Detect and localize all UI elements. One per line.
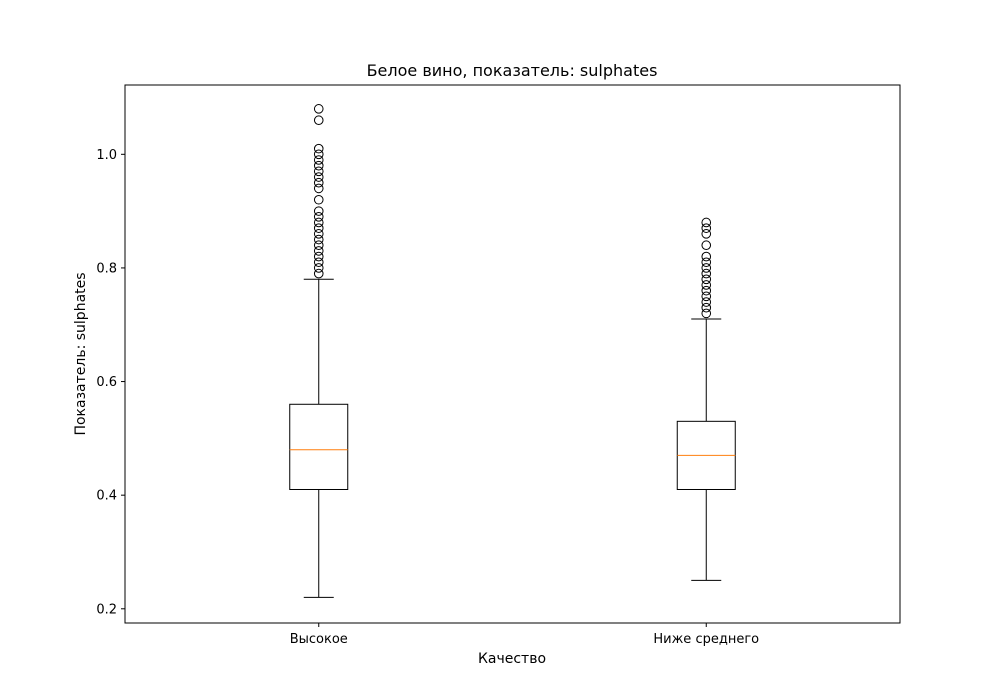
outlier-point [313,155,324,165]
x-axis: Высокое Ниже среднего [290,623,759,647]
y-tick-label: 0.4 [96,489,117,504]
outlier-point [701,302,712,313]
outlier-point [313,251,324,262]
outlier-point [701,251,712,262]
outlier-point [313,143,324,154]
outlier-point [701,257,712,268]
y-tick-label: 0.2 [96,602,117,617]
x-tick-label: Высокое [290,632,348,647]
outlier-point [701,297,712,307]
outlier-point [701,217,712,228]
outlier-point [313,246,324,256]
chart-title: Белое вино, показатель: sulphates [367,61,658,80]
outlier-point [701,263,712,273]
x-axis-label: Качество [478,651,546,667]
outlier-point [313,172,324,182]
y-axis-label: Показатель: sulphates [73,272,89,435]
iqr-box [289,403,349,490]
outlier-point [313,240,324,251]
box-2 [676,217,736,581]
x-tick-label: Ниже среднего [653,632,759,647]
outlier-point [313,160,324,171]
y-axis: 0.2 0.4 0.6 0.8 1.0 [96,148,125,617]
axes-frame [124,84,901,624]
outlier-point [313,177,324,188]
outlier-point [313,115,324,126]
y-tick-label: 0.8 [96,261,117,276]
outlier-point [701,291,712,302]
outlier-point [313,183,324,194]
outlier-point [313,234,324,245]
outlier-point [313,223,324,233]
outlier-point [701,268,712,279]
outlier-point [313,149,324,160]
outlier-point [313,217,324,228]
outlier-point [313,229,324,239]
outlier-point [313,104,324,114]
y-tick-label: 1.0 [96,148,117,163]
outlier-point [313,263,324,273]
outlier-point [701,285,712,296]
outlier-point [313,206,324,216]
outlier-point [313,212,324,222]
outlier-point [701,240,712,251]
outlier-point [313,194,324,205]
outlier-point [313,257,324,268]
plot-area [289,104,736,598]
y-tick-label: 0.6 [96,375,117,390]
outlier-point [701,229,712,239]
outlier-point [313,166,324,177]
box-1 [289,104,349,598]
outlier-point [701,308,712,319]
outlier-point [701,280,712,290]
outlier-point [313,268,324,279]
outlier-point [701,274,712,285]
outlier-point [701,223,712,233]
